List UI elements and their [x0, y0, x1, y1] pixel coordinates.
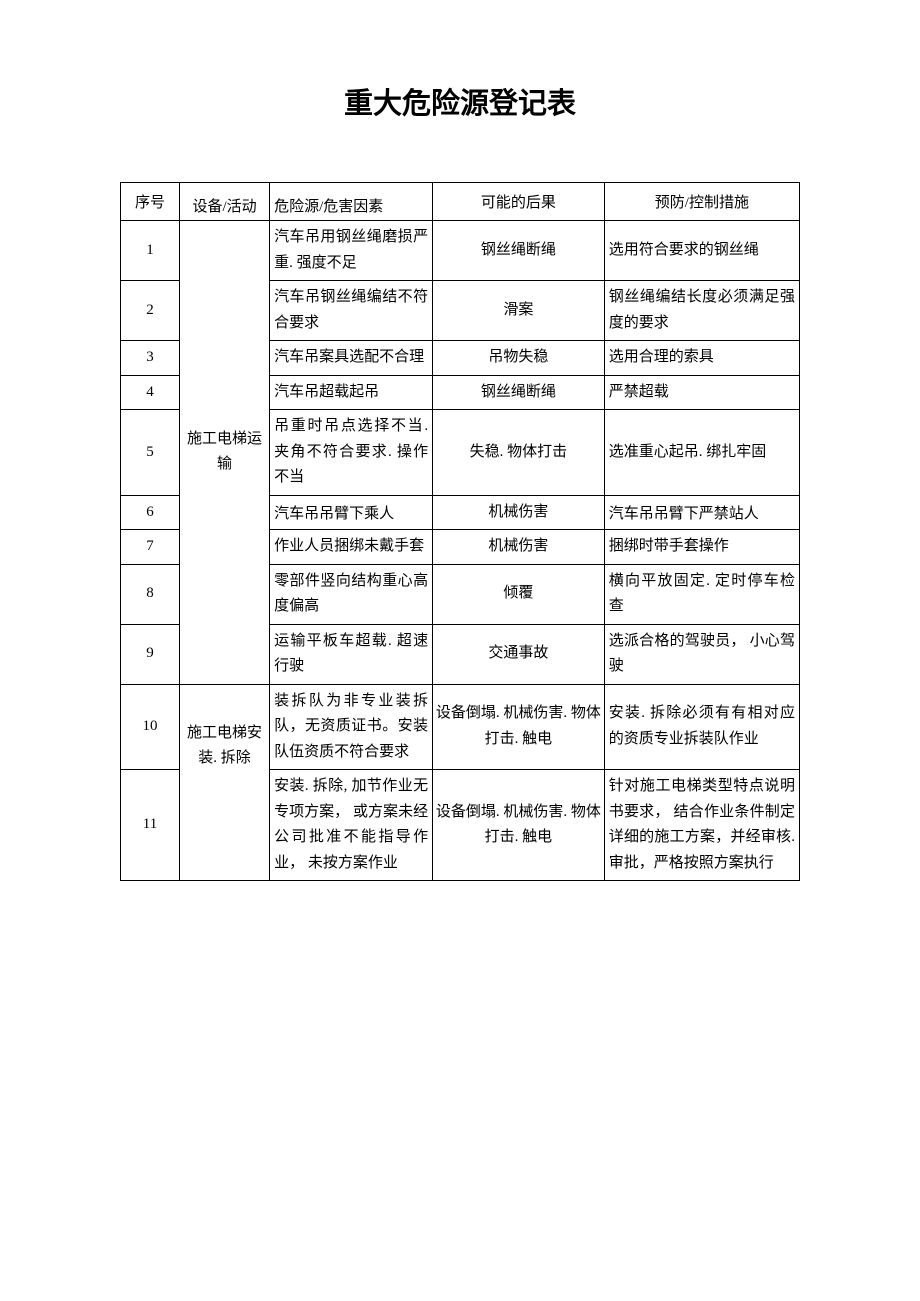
- cell-prevent: 安装. 拆除必须有有相对应的资质专业拆装队作业: [604, 684, 799, 770]
- header-equipment: 设备/活动: [179, 183, 269, 221]
- cell-prevent: 选准重心起吊. 绑扎牢固: [604, 410, 799, 496]
- header-hazard: 危险源/危害因素: [270, 183, 433, 221]
- cell-hazard: 作业人员捆绑未戴手套: [270, 530, 433, 565]
- page-title: 重大危险源登记表: [120, 80, 800, 122]
- cell-result: 钢丝绳断绳: [433, 221, 605, 281]
- cell-prevent: 严禁超载: [604, 375, 799, 410]
- table-row: 1 施工电梯运输 汽车吊用钢丝绳磨损严重. 强度不足 钢丝绳断绳 选用符合要求的…: [121, 221, 800, 281]
- cell-seq: 10: [121, 684, 180, 770]
- cell-equipment: 施工电梯运输: [179, 221, 269, 685]
- cell-hazard: 汽车吊超载起吊: [270, 375, 433, 410]
- cell-hazard: 安装. 拆除, 加节作业无专项方案， 或方案未经公司批准不能指导作业， 未按方案…: [270, 770, 433, 881]
- cell-seq: 5: [121, 410, 180, 496]
- cell-hazard: 汽车吊钢丝绳编结不符合要求: [270, 281, 433, 341]
- cell-hazard: 汽车吊案具选配不合理: [270, 341, 433, 376]
- cell-prevent: 选用合理的索具: [604, 341, 799, 376]
- hazard-table: 序号 设备/活动 危险源/危害因素 可能的后果 预防/控制措施 1 施工电梯运输…: [120, 182, 800, 881]
- cell-prevent: 汽车吊吊臂下严禁站人: [604, 495, 799, 530]
- cell-result: 倾覆: [433, 564, 605, 624]
- table-header-row: 序号 设备/活动 危险源/危害因素 可能的后果 预防/控制措施: [121, 183, 800, 221]
- cell-hazard: 装拆队为非专业装拆队，无资质证书。安装队伍资质不符合要求: [270, 684, 433, 770]
- cell-hazard: 运输平板车超载. 超速行驶: [270, 624, 433, 684]
- cell-seq: 7: [121, 530, 180, 565]
- table-body: 1 施工电梯运输 汽车吊用钢丝绳磨损严重. 强度不足 钢丝绳断绳 选用符合要求的…: [121, 221, 800, 881]
- cell-hazard: 汽车吊用钢丝绳磨损严重. 强度不足: [270, 221, 433, 281]
- cell-result: 设备倒塌. 机械伤害. 物体打击. 触电: [433, 684, 605, 770]
- header-prevent: 预防/控制措施: [604, 183, 799, 221]
- cell-result: 设备倒塌. 机械伤害. 物体打击. 触电: [433, 770, 605, 881]
- cell-prevent: 选用符合要求的钢丝绳: [604, 221, 799, 281]
- cell-seq: 4: [121, 375, 180, 410]
- cell-prevent: 钢丝绳编结长度必须满足强度的要求: [604, 281, 799, 341]
- cell-seq: 3: [121, 341, 180, 376]
- cell-hazard: 零部件竖向结构重心高度偏高: [270, 564, 433, 624]
- cell-prevent: 针对施工电梯类型特点说明书要求， 结合作业条件制定详细的施工方案，并经审核. 审…: [604, 770, 799, 881]
- cell-hazard: 吊重时吊点选择不当. 夹角不符合要求. 操作不当: [270, 410, 433, 496]
- cell-result: 吊物失稳: [433, 341, 605, 376]
- cell-result: 钢丝绳断绳: [433, 375, 605, 410]
- cell-hazard: 汽车吊吊臂下乘人: [270, 495, 433, 530]
- cell-seq: 2: [121, 281, 180, 341]
- cell-seq: 9: [121, 624, 180, 684]
- cell-seq: 1: [121, 221, 180, 281]
- table-row: 10 施工电梯安装. 拆除 装拆队为非专业装拆队，无资质证书。安装队伍资质不符合…: [121, 684, 800, 770]
- cell-prevent: 横向平放固定. 定时停车检查: [604, 564, 799, 624]
- cell-equipment: 施工电梯安装. 拆除: [179, 684, 269, 881]
- cell-result: 滑案: [433, 281, 605, 341]
- cell-prevent: 捆绑时带手套操作: [604, 530, 799, 565]
- header-seq: 序号: [121, 183, 180, 221]
- cell-prevent: 选派合格的驾驶员， 小心驾驶: [604, 624, 799, 684]
- cell-seq: 8: [121, 564, 180, 624]
- cell-seq: 6: [121, 495, 180, 530]
- cell-result: 机械伤害: [433, 495, 605, 530]
- cell-result: 交通事故: [433, 624, 605, 684]
- cell-result: 机械伤害: [433, 530, 605, 565]
- header-result: 可能的后果: [433, 183, 605, 221]
- cell-seq: 11: [121, 770, 180, 881]
- cell-result: 失稳. 物体打击: [433, 410, 605, 496]
